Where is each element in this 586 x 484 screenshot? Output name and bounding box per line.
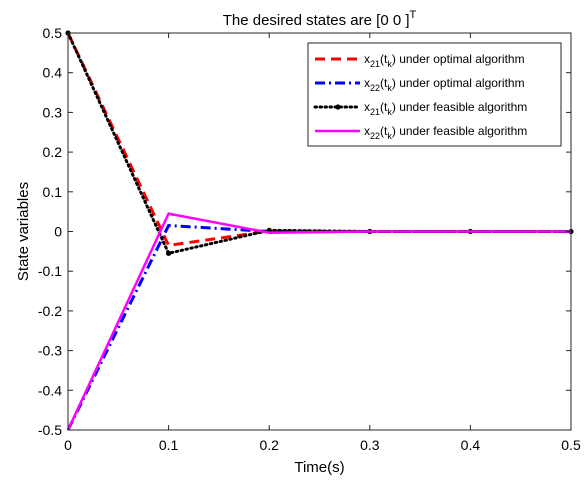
legend-label-4: x22(tk) under feasible algorithm [364, 124, 527, 141]
y-tick-label: -0.5 [38, 422, 62, 438]
legend-box [307, 42, 562, 147]
x-tick-label: 0.4 [461, 437, 481, 453]
legend-label-2: x22(tk) under optimal algorithm [364, 76, 525, 93]
x-tick-label: 0.3 [360, 437, 380, 453]
series-3-point [166, 250, 172, 256]
x-tick-label: 0.5 [561, 437, 581, 453]
y-tick-label: 0 [54, 224, 62, 240]
y-tick-label: -0.1 [38, 263, 62, 279]
y-tick-label: 0.2 [43, 144, 63, 160]
y-tick-label: 0.5 [43, 25, 63, 41]
x-axis-label: Time(s) [294, 459, 344, 476]
y-tick-label: 0.3 [43, 104, 63, 120]
y-tick-label: -0.4 [38, 382, 62, 398]
y-tick-label: 0.1 [43, 184, 63, 200]
x-tick-label: 0.1 [159, 437, 179, 453]
legend-label-3: x21(tk) under feasible algorithm [364, 100, 527, 117]
y-tick-label: -0.3 [38, 343, 62, 359]
y-tick-label: -0.2 [38, 303, 62, 319]
x-tick-label: 0 [64, 437, 72, 453]
y-tick-label: 0.4 [43, 65, 63, 81]
series-line-4 [66, 212, 571, 431]
chart-title-main: The desired states are [0 0 ] [223, 12, 410, 29]
axes-layer: 0 0.1 0.2 0.3 0.4 0.5 -0.5 -0.4 -0.3 -0.2 -0.1 0 0.1… [38, 25, 581, 453]
legend-marker [335, 104, 341, 110]
series-layer [65, 30, 574, 431]
chart-title: The desired states are [0 0 ]T [223, 9, 417, 29]
legend-label-1: x21(tk) under optimal algorithm [364, 52, 525, 69]
legend: x21(tk) under optimal algorithm x22(tk) u… [307, 42, 562, 147]
x-tick-label: 0.2 [259, 437, 279, 453]
y-axis-label: State variables [15, 182, 32, 281]
chart-title-superscript: T [410, 9, 417, 21]
